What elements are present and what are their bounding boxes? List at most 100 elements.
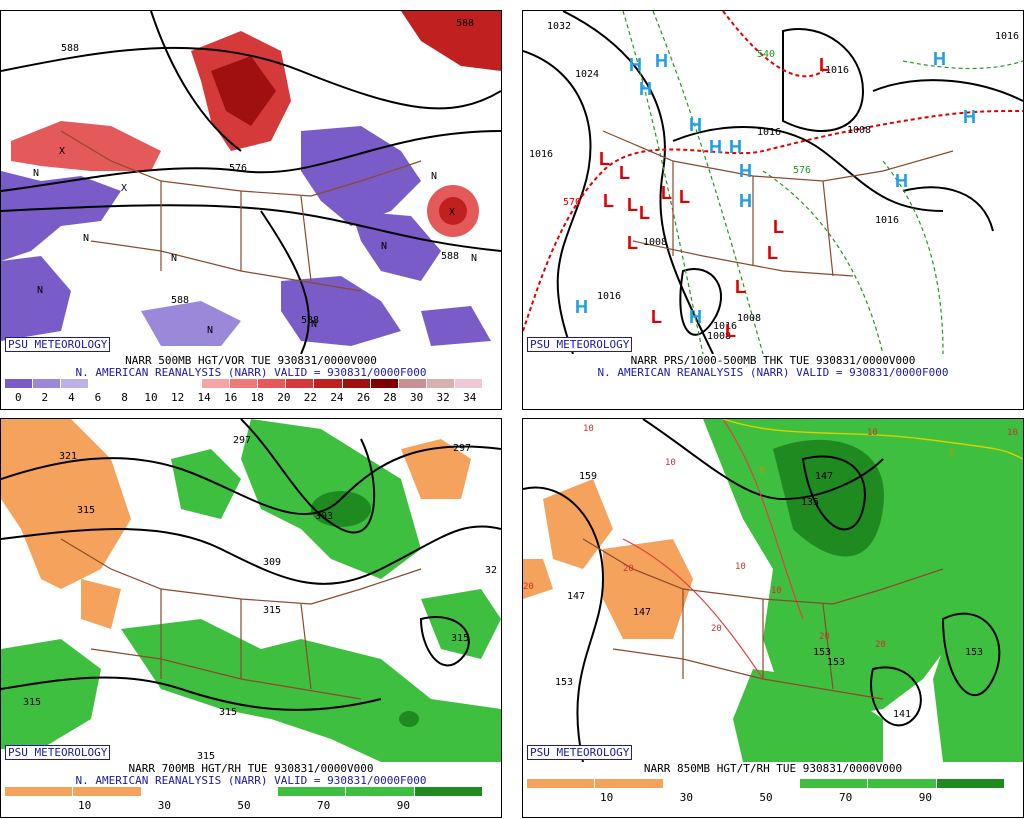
vorticity-symbol: N: [207, 325, 213, 336]
colorbar-tick-label: 24: [330, 391, 344, 404]
low-pressure-symbol: L: [735, 277, 746, 297]
temperature-label: 20: [819, 632, 830, 642]
temperature-label: 20: [623, 564, 634, 574]
contour-label: 321: [59, 451, 77, 462]
colorbar-segment: [209, 787, 279, 796]
low-pressure-symbol: L: [767, 243, 778, 263]
contour-label: 309: [263, 557, 281, 568]
vorticity-region: [1, 256, 71, 341]
low-pressure-symbol: L: [603, 191, 614, 211]
contour-label: 315: [451, 633, 469, 644]
contour-label: 303: [315, 511, 333, 522]
colorbar-ticks: 10 30 50 70 90: [5, 799, 483, 812]
vorticity-symbol: N: [171, 253, 177, 264]
isobar-label: 1016: [529, 149, 553, 160]
colorbar-tick-label: 10: [600, 791, 614, 804]
colorbar-segment: [258, 379, 287, 388]
colorbar-segment: [89, 379, 118, 388]
colorbar-tick-label: 28: [383, 391, 397, 404]
vorticity-symbol: X: [449, 207, 455, 218]
colorbar-tick-label: 0: [14, 391, 22, 404]
contour-label: 141: [893, 709, 911, 720]
vorticity-region: [1, 171, 121, 261]
contour-label: 588: [61, 43, 79, 54]
isobar-label: 1008: [847, 125, 871, 136]
colorbar-segment: [595, 779, 664, 788]
vorticity-region: [351, 211, 441, 281]
colorbar-tick-label: 22: [303, 391, 317, 404]
colorbar-segment: [314, 379, 343, 388]
contour-label: 588: [301, 315, 319, 326]
thickness-label: 540: [757, 49, 775, 60]
valid-caption: N. AMERICAN REANALYSIS (NARR) VALID = 93…: [75, 774, 427, 787]
temperature-label: 20: [875, 640, 886, 650]
colorbar-tick-label: 20: [277, 391, 291, 404]
psu-meteorology-badge: PSU METEOROLOGY: [5, 745, 111, 760]
colorbar-segment: [141, 787, 210, 796]
colorbar-tick-label: 4: [68, 391, 75, 404]
vorticity-symbol: N: [381, 241, 387, 252]
map-500mb-vorticity: 588 576 588 588 588 588 N N N N N N N N …: [1, 11, 501, 354]
vorticity-symbol: N: [471, 253, 477, 264]
colorbar-tick-label: 10: [144, 391, 158, 404]
contour-label: 147: [815, 471, 833, 482]
high-pressure-symbol: H: [729, 137, 742, 157]
high-pressure-symbol: H: [739, 191, 752, 211]
contour-label: 159: [579, 471, 597, 482]
high-pressure-symbol: H: [709, 137, 722, 157]
colorbar-tick-label: 32: [436, 391, 450, 404]
vorticity-region: [281, 276, 401, 346]
vorticity-region: [421, 306, 491, 346]
colorbar-segment: [145, 379, 174, 388]
colorbar-tick-label: 30: [157, 799, 171, 812]
colorbar-segment: [5, 787, 74, 796]
temperature-label: 0: [949, 448, 954, 458]
colorbar-segment: [61, 379, 90, 388]
temperature-label: 10: [735, 562, 746, 572]
vorticity-max: [439, 197, 467, 225]
vorticity-region: [211, 56, 276, 126]
low-pressure-symbol: L: [619, 163, 630, 183]
colorbar-tick-label: 18: [250, 391, 264, 404]
low-pressure-symbol: L: [627, 233, 638, 253]
contour-label: 297: [233, 435, 251, 446]
colorbar-segment: [370, 379, 399, 388]
panel-pressure-thickness: 1032 1024 1016 1016 1016 1016 1016 1008 …: [522, 10, 1024, 410]
contour-label: 153: [965, 647, 983, 658]
low-pressure-symbol: L: [661, 183, 672, 203]
temperature-label: 20: [523, 582, 534, 592]
moist-region: [1, 639, 101, 749]
colorbar-segment: [286, 379, 315, 388]
very-moist-region: [399, 711, 419, 727]
vorticity-region: [141, 301, 241, 346]
contour-label: 153: [827, 657, 845, 668]
moist-region: [733, 669, 883, 762]
colorbar-tick-label: 12: [170, 391, 185, 404]
moist-region: [703, 419, 1023, 719]
dry-region: [81, 579, 121, 629]
temperature-label: 10: [1007, 428, 1018, 438]
contour-label: 135: [801, 497, 819, 508]
vorticity-symbol: X: [121, 183, 127, 194]
temperature-label: 10: [665, 458, 676, 468]
contour-label: 576: [229, 163, 247, 174]
colorbar-tick-label: 14: [197, 391, 211, 404]
temperature-label: 10: [771, 586, 782, 596]
valid-caption: N. AMERICAN REANALYSIS (NARR) VALID = 93…: [597, 366, 949, 379]
contour-label: 147: [633, 607, 651, 618]
contour-label: 588: [171, 295, 189, 306]
high-pressure-symbol: H: [639, 79, 652, 99]
contour-label: 315: [219, 707, 237, 718]
vorticity-region: [401, 11, 501, 71]
colorbar-tick-label: 90: [918, 791, 932, 804]
colorbar-segment: [73, 787, 142, 796]
colorbar-tick-label: 50: [759, 791, 773, 804]
contour-label: 297: [453, 443, 471, 454]
high-pressure-symbol: H: [655, 51, 668, 71]
colorbar-tick-label: 2: [41, 391, 49, 404]
isobar-label: 1008: [737, 313, 761, 324]
isobar-label: 1016: [597, 291, 621, 302]
isobar-label: 1016: [757, 127, 781, 138]
low-pressure-symbol: L: [819, 55, 830, 75]
colorbar-segment: [426, 379, 455, 388]
